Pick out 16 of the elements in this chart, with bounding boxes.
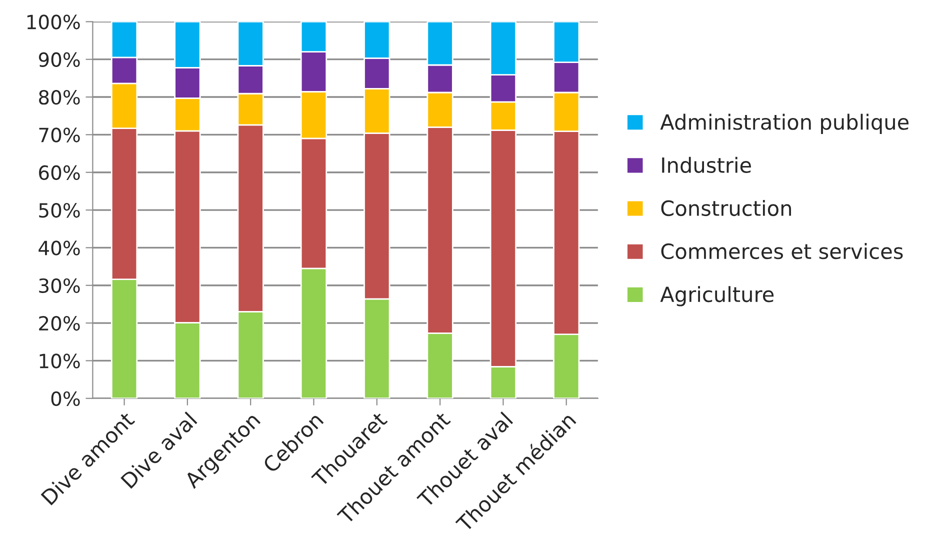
- y-tick-label: 20%: [39, 316, 80, 331]
- legend-label: Construction: [661, 200, 791, 216]
- y-tick-label: 30%: [39, 278, 80, 294]
- y-tick-label: 0%: [51, 391, 80, 406]
- y-tick-label: 90%: [38, 52, 80, 68]
- legend-label: Commerces et services: [661, 243, 903, 260]
- y-tick-label: 80%: [38, 90, 80, 105]
- legend-label: Agriculture: [660, 286, 774, 306]
- y-tick-label: 10%: [40, 354, 80, 368]
- y-tick-label: 60%: [39, 165, 80, 180]
- y-tick-label: 50%: [39, 202, 80, 218]
- y-tick-label: 100%: [27, 14, 80, 30]
- legend-label: Administration publique: [660, 114, 909, 134]
- y-tick-label: 40%: [38, 240, 80, 256]
- y-tick-label: 70%: [39, 128, 80, 142]
- legend-label: Industrie: [662, 156, 751, 173]
